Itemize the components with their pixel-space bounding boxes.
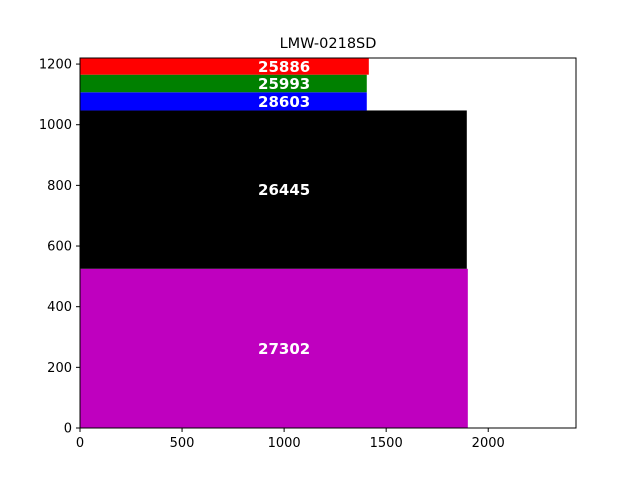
bar-25993	[80, 74, 367, 93]
y-tick-label: 800	[47, 179, 72, 194]
chart-title: LMW-0218SD	[280, 36, 377, 52]
y-tick-label: 0	[64, 422, 72, 437]
bar-label-25886: 25886	[258, 58, 310, 76]
bar-label-27302: 27302	[258, 340, 310, 358]
y-tick-label: 1200	[39, 58, 72, 73]
x-tick-label: 1000	[268, 436, 301, 451]
y-tick-label: 200	[47, 361, 72, 376]
x-axis: 0 500 1000 1500 2000	[76, 428, 505, 451]
y-tick-label: 600	[47, 240, 72, 255]
plot-frame	[79, 57, 577, 429]
x-tick-label: 2000	[472, 436, 505, 451]
bar-label-26445: 26445	[258, 181, 310, 199]
y-tick-label: 400	[47, 300, 72, 315]
y-tick-label: 1000	[39, 118, 72, 133]
bars-group	[80, 58, 468, 428]
y-axis: 0 200 400 600 800 1000 1200	[39, 58, 80, 437]
bar-label-25993: 25993	[258, 75, 310, 93]
bar-25886	[80, 58, 369, 75]
bar-27302	[80, 268, 468, 428]
bar-26445	[80, 110, 467, 269]
x-tick-label: 500	[170, 436, 195, 451]
bar-label-28603: 28603	[258, 93, 310, 111]
x-tick-label: 1500	[370, 436, 403, 451]
x-tick-label: 0	[76, 436, 84, 451]
bar-28603	[80, 92, 367, 111]
